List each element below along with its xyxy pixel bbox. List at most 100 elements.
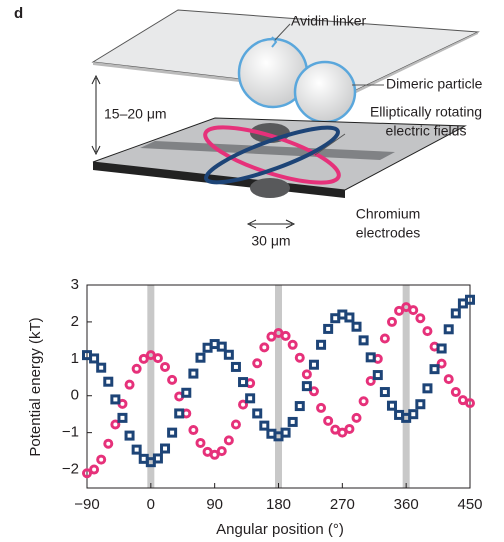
arrowheads xyxy=(91,74,101,156)
leader xyxy=(274,23,291,41)
point xyxy=(138,353,149,364)
point xyxy=(96,454,107,465)
y-tick-label: 3 xyxy=(71,276,79,293)
point xyxy=(103,376,114,387)
point xyxy=(301,381,312,392)
highlight-band xyxy=(147,285,155,488)
label: 15–20 μm xyxy=(104,106,167,122)
point xyxy=(188,425,199,436)
label: 30 μm xyxy=(251,233,290,249)
point xyxy=(209,449,220,460)
point xyxy=(167,374,178,385)
leader xyxy=(314,133,346,156)
point xyxy=(316,402,327,413)
point xyxy=(280,330,291,341)
point xyxy=(259,420,270,431)
point xyxy=(386,400,397,411)
point xyxy=(436,343,447,354)
point xyxy=(152,453,163,464)
point xyxy=(344,423,355,434)
point xyxy=(294,352,305,363)
point xyxy=(223,435,234,446)
y-tick-label: −2 xyxy=(62,461,79,478)
point xyxy=(465,294,475,305)
point xyxy=(294,401,305,412)
point xyxy=(323,415,334,426)
point xyxy=(443,324,454,335)
chart: −90 0 90 180 270 360 450 −2 −1 0 1 2 3 xyxy=(62,276,483,513)
x-tick-label: 90 xyxy=(206,496,223,513)
point xyxy=(379,387,390,398)
point xyxy=(245,393,256,404)
linker xyxy=(271,36,278,48)
point xyxy=(436,358,447,369)
point xyxy=(230,419,241,430)
point xyxy=(415,399,426,410)
x-tick-label: 450 xyxy=(457,496,482,513)
point xyxy=(103,438,114,449)
point xyxy=(308,386,319,397)
point xyxy=(110,419,121,430)
point xyxy=(89,353,100,364)
electrode xyxy=(250,178,290,198)
highlight-band xyxy=(402,285,410,488)
y-axis-label: Potential energy (kT) xyxy=(27,317,44,456)
point xyxy=(160,361,171,372)
point xyxy=(280,427,291,438)
point xyxy=(308,359,319,370)
point xyxy=(450,308,461,319)
point xyxy=(408,409,419,420)
point xyxy=(394,305,405,316)
point xyxy=(223,349,234,360)
point xyxy=(287,416,298,427)
point xyxy=(429,364,440,375)
label: Chromium xyxy=(356,206,421,222)
point xyxy=(365,352,376,363)
x-tick-label: 0 xyxy=(147,496,155,513)
point xyxy=(337,427,348,438)
arrowheads xyxy=(246,219,296,229)
point xyxy=(443,374,454,385)
point xyxy=(422,383,433,394)
point xyxy=(195,352,206,363)
x-tick-label: 180 xyxy=(266,496,291,513)
point xyxy=(160,443,171,454)
point xyxy=(238,399,249,410)
label: electric fields xyxy=(386,123,467,139)
label: Dimeric particle xyxy=(386,76,483,92)
point xyxy=(188,368,199,379)
point xyxy=(82,468,92,479)
y-tick-label: −1 xyxy=(62,424,79,441)
panel-label: d xyxy=(14,5,23,22)
point xyxy=(379,333,390,344)
point xyxy=(174,408,185,419)
point xyxy=(152,353,163,364)
top-plate-edge xyxy=(93,32,478,95)
point xyxy=(195,437,206,448)
point xyxy=(124,379,135,390)
point xyxy=(230,361,241,372)
electrode xyxy=(140,141,395,160)
point xyxy=(216,446,227,457)
x-axis-label: Angular position (°) xyxy=(216,521,344,538)
point xyxy=(365,375,376,386)
point xyxy=(301,369,312,380)
point xyxy=(415,313,426,324)
y-tick-label: 0 xyxy=(71,387,79,404)
point xyxy=(266,331,277,342)
point xyxy=(316,339,327,350)
point xyxy=(358,335,369,346)
point xyxy=(344,312,355,323)
point xyxy=(131,444,142,455)
point xyxy=(181,387,192,398)
point xyxy=(351,412,362,423)
point xyxy=(110,394,121,405)
point xyxy=(372,370,383,381)
point xyxy=(117,412,128,423)
highlight-band xyxy=(275,285,282,488)
x-tick-label: 270 xyxy=(330,496,355,513)
point xyxy=(216,341,227,352)
point xyxy=(252,408,263,419)
point xyxy=(358,396,369,407)
